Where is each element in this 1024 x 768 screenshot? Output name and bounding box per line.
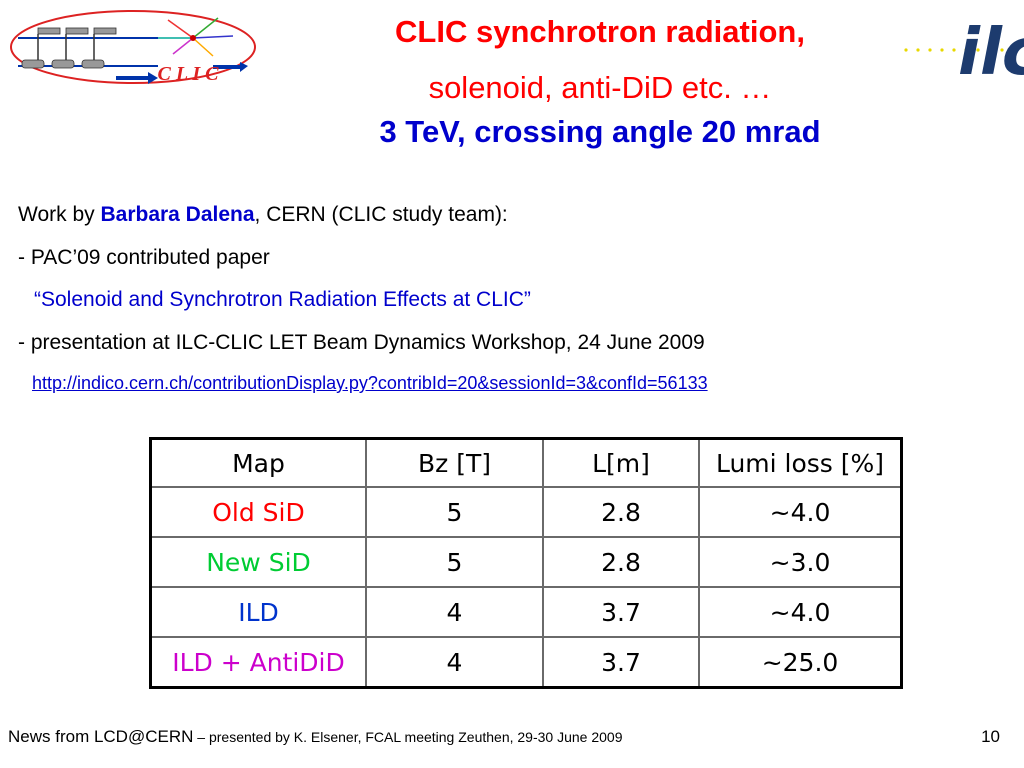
cell-map: Old SiD bbox=[149, 486, 367, 538]
ilc-logo-text: ilc bbox=[958, 16, 1024, 84]
cell-lumi: ~25.0 bbox=[698, 636, 903, 689]
cell-map: New SiD bbox=[149, 536, 367, 588]
cell-bz: 4 bbox=[365, 636, 544, 689]
title-line-3: 3 TeV, crossing angle 20 mrad bbox=[379, 114, 821, 149]
cell-lumi: ~4.0 bbox=[698, 486, 903, 538]
cell-bz: 4 bbox=[365, 586, 544, 638]
pac-paper-title: “Solenoid and Synchrotron Radiation Effe… bbox=[34, 288, 531, 311]
pac-paper-item: - PAC’09 contributed paper bbox=[18, 246, 270, 269]
footer-main: News from LCD@CERN bbox=[8, 727, 194, 746]
cell-lumi: ~3.0 bbox=[698, 536, 903, 588]
presentation-item: - presentation at ILC-CLIC LET Beam Dyna… bbox=[18, 331, 705, 354]
cell-lumi: ~4.0 bbox=[698, 586, 903, 638]
header-l: L[m] bbox=[542, 437, 700, 488]
clic-logo: C L I C bbox=[10, 10, 256, 85]
cell-l: 3.7 bbox=[542, 586, 700, 638]
footer: News from LCD@CERN – presented by K. Els… bbox=[8, 727, 622, 747]
cell-l: 2.8 bbox=[542, 536, 700, 588]
work-by-suffix: , CERN (CLIC study team): bbox=[254, 203, 508, 226]
header-bz: Bz [T] bbox=[365, 437, 544, 488]
page-number: 10 bbox=[981, 727, 1000, 746]
cell-map: ILD + AntiDiD bbox=[149, 636, 367, 689]
indico-link-line: http://indico.cern.ch/contributionDispla… bbox=[32, 370, 708, 396]
work-by-prefix: Work by bbox=[18, 203, 101, 226]
cell-bz: 5 bbox=[365, 536, 544, 588]
table-row: New SiD 5 2.8 ~3.0 bbox=[149, 536, 903, 588]
work-by-line: Work by Barbara Dalena, CERN (CLIC study… bbox=[18, 202, 508, 228]
cell-l: 2.8 bbox=[542, 486, 700, 538]
table-header-row: Map Bz [T] L[m] Lumi loss [%] bbox=[149, 437, 903, 488]
author-name: Barbara Dalena bbox=[100, 203, 255, 226]
table-row: ILD + AntiDiD 4 3.7 ~25.0 bbox=[149, 636, 903, 689]
clic-logo-text: C L I C bbox=[158, 63, 220, 85]
header-map: Map bbox=[149, 437, 367, 488]
title-line-2: solenoid, anti-DiD etc. … bbox=[428, 70, 772, 105]
ilc-logo: ilc bbox=[904, 16, 1024, 84]
cell-bz: 5 bbox=[365, 486, 544, 538]
header-lumi-loss: Lumi loss [%] bbox=[698, 437, 903, 488]
indico-link[interactable]: http://indico.cern.ch/contributionDispla… bbox=[32, 373, 708, 393]
table-row: Old SiD 5 2.8 ~4.0 bbox=[149, 486, 903, 538]
cell-map: ILD bbox=[149, 586, 367, 638]
cell-l: 3.7 bbox=[542, 636, 700, 689]
results-table: Map Bz [T] L[m] Lumi loss [%] Old SiD 5 … bbox=[149, 437, 903, 689]
footer-detail: – presented by K. Elsener, FCAL meeting … bbox=[193, 729, 623, 745]
title-line-1: CLIC synchrotron radiation, bbox=[395, 14, 805, 49]
table-row: ILD 4 3.7 ~4.0 bbox=[149, 586, 903, 638]
